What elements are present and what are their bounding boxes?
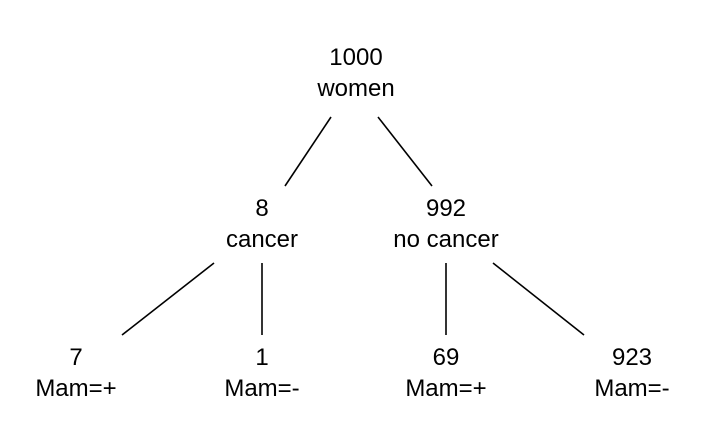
node-cancer: 8 cancer <box>226 193 298 255</box>
node-no-cancer-label: no cancer <box>393 226 499 253</box>
edge-no-cancer-mam-neg <box>492 262 585 336</box>
node-cancer-mam-neg-count: 1 <box>255 344 269 371</box>
node-no-cancer-count: 992 <box>425 195 467 222</box>
node-no-cancer-mam-pos: 69 Mam=+ <box>405 342 486 404</box>
edge-cancer-mam-pos <box>121 262 215 336</box>
node-no-cancer: 992 no cancer <box>393 193 498 255</box>
node-cancer-mam-pos-count: 7 <box>69 344 83 371</box>
node-root-count: 1000 <box>329 44 383 71</box>
edge-root-cancer <box>284 116 332 187</box>
node-cancer-mam-pos: 7 Mam=+ <box>35 342 116 404</box>
edge-root-no-cancer <box>377 116 433 187</box>
node-no-cancer-mam-neg-label: Mam=- <box>594 375 670 402</box>
node-no-cancer-mam-pos-count: 69 <box>432 344 460 371</box>
node-root-label: women <box>317 75 395 102</box>
node-no-cancer-mam-neg-count: 923 <box>611 344 653 371</box>
node-cancer-label: cancer <box>225 226 299 253</box>
node-root: 1000 women <box>317 42 394 104</box>
node-no-cancer-mam-neg: 923 Mam=- <box>594 342 669 404</box>
node-cancer-mam-neg: 1 Mam=- <box>224 342 299 404</box>
node-cancer-mam-neg-label: Mam=- <box>224 375 300 402</box>
node-no-cancer-mam-pos-label: Mam=+ <box>405 375 487 402</box>
node-cancer-mam-pos-label: Mam=+ <box>35 375 117 402</box>
node-cancer-count: 8 <box>255 195 269 222</box>
